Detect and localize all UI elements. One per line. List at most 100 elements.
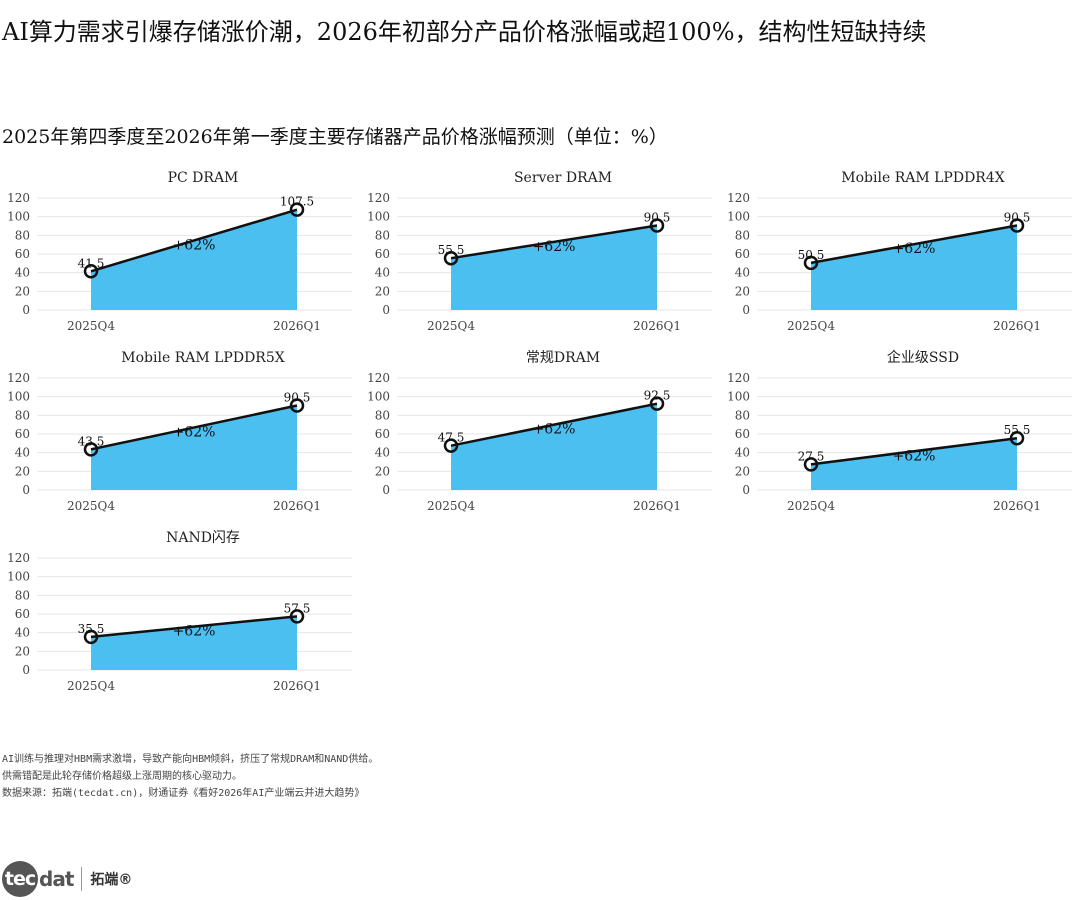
y-tick-label: 40 [15, 446, 30, 460]
y-tick-label: 120 [727, 371, 750, 385]
logo-cn-text: 拓端® [90, 872, 133, 888]
y-tick-label: 0 [382, 303, 390, 317]
y-tick-label: 80 [15, 228, 30, 242]
area-fill [811, 225, 1017, 310]
y-tick-label: 60 [735, 247, 750, 261]
y-tick-label: 80 [15, 408, 30, 422]
area-fill [91, 405, 297, 490]
chart-title: PC DRAM [168, 170, 239, 186]
page-title: AI算力需求引爆存储涨价潮，2026年初部分产品价格涨幅或超100%，结构性短缺… [2, 18, 927, 46]
y-tick-label: 120 [727, 191, 750, 205]
y-tick-label: 60 [735, 427, 750, 441]
chart-panel: 常规DRAM 0 20 40 60 80 100 120 47.5 92.5 +62% 2025Q4 2… [367, 350, 712, 513]
series-line [810, 224, 1018, 265]
x-tick-label: 2026Q1 [273, 319, 321, 333]
chart-panel: PC DRAM 0 20 40 60 80 100 120 41.5 107.5 +62% 2025Q… [7, 170, 352, 333]
y-tick-label: 40 [15, 266, 30, 280]
y-tick-label: 80 [375, 228, 390, 242]
x-tick-label: 2025Q4 [427, 499, 475, 513]
y-tick-label: 120 [367, 371, 390, 385]
y-tick-label: 20 [375, 464, 390, 478]
y-tick-label: 100 [727, 390, 750, 404]
y-tick-label: 20 [15, 644, 30, 658]
data-label: 107.5 [280, 195, 314, 209]
chart-panel: 企业级SSD 0 20 40 60 80 100 120 27.5 55.5 +62% 2025Q4 2… [727, 349, 1072, 513]
data-label: 90.5 [284, 391, 311, 405]
area-fill [91, 616, 297, 670]
footnote-line: 供需错配是此轮存储价格超级上涨周期的核心驱动力。 [2, 771, 242, 782]
area-fill [91, 209, 297, 310]
y-tick-label: 80 [375, 408, 390, 422]
chart-title: NAND闪存 [166, 530, 240, 546]
brand-logo: tec dat 拓端® [2, 861, 132, 897]
data-point [649, 396, 665, 411]
page-subtitle: 2025年第四季度至2026年第一季度主要存储器产品价格涨幅预测（单位：%） [2, 126, 668, 148]
data-label: 35.5 [78, 622, 105, 636]
data-point [803, 457, 819, 472]
y-tick-label: 20 [735, 464, 750, 478]
data-label: 27.5 [798, 449, 825, 463]
data-label: 57.5 [284, 601, 311, 615]
y-tick-label: 80 [735, 408, 750, 422]
y-tick-label: 40 [735, 446, 750, 460]
y-tick-label: 120 [7, 551, 30, 565]
x-tick-label: 2026Q1 [633, 319, 681, 333]
data-point [289, 398, 305, 413]
series-line [450, 224, 658, 260]
x-tick-label: 2026Q1 [633, 499, 681, 513]
y-tick-label: 120 [367, 191, 390, 205]
data-label: 50.5 [798, 248, 825, 262]
logo-text: dat [39, 867, 74, 891]
data-point [289, 202, 305, 217]
y-tick-label: 100 [367, 210, 390, 224]
y-tick-label: 0 [742, 483, 750, 497]
chart-panel: Mobile RAM LPDDR5X 0 20 40 60 80 100 120 43.5 90.… [7, 350, 352, 513]
chart-panel: Mobile RAM LPDDR4X 0 20 40 60 80 100 120 50.5 90.… [727, 170, 1072, 333]
change-annotation: +62% [893, 448, 936, 464]
y-tick-label: 60 [375, 247, 390, 261]
y-tick-label: 80 [735, 228, 750, 242]
logo-circle: tec [2, 861, 38, 897]
x-tick-label: 2026Q1 [993, 319, 1041, 333]
series-line [810, 436, 1018, 466]
change-annotation: +62% [173, 424, 216, 440]
x-tick-label: 2026Q1 [273, 679, 321, 693]
data-point [443, 438, 459, 453]
data-label: 55.5 [1004, 423, 1031, 437]
source-note: 数据来源：拓端(tecdat.cn)，财通证券《看好2026年AI产业端云并进大… [2, 788, 365, 799]
y-tick-label: 100 [727, 210, 750, 224]
y-tick-label: 20 [735, 284, 750, 298]
chart-title: Server DRAM [514, 170, 612, 186]
x-tick-label: 2025Q4 [427, 319, 475, 333]
chart-panel: Server DRAM 0 20 40 60 80 100 120 55.5 90.5 +62% 20… [367, 170, 712, 333]
footnote-line: AI训练与推理对HBM需求激增，导致产能向HBM倾斜，挤压了常规DRAM和NAN… [2, 754, 379, 765]
data-point [83, 442, 99, 457]
y-tick-label: 0 [382, 483, 390, 497]
y-tick-label: 20 [15, 464, 30, 478]
series-line [450, 402, 658, 447]
y-tick-label: 0 [22, 483, 30, 497]
y-tick-label: 0 [22, 303, 30, 317]
change-annotation: +62% [173, 624, 216, 640]
y-tick-label: 100 [7, 570, 30, 584]
series-line [90, 404, 298, 451]
x-tick-label: 2025Q4 [67, 319, 115, 333]
y-tick-label: 60 [15, 247, 30, 261]
data-label: 90.5 [644, 211, 671, 225]
data-point [1009, 430, 1025, 446]
y-tick-label: 100 [367, 390, 390, 404]
y-tick-label: 60 [375, 427, 390, 441]
data-label: 55.5 [438, 243, 465, 257]
y-tick-label: 40 [15, 626, 30, 640]
y-tick-label: 80 [15, 588, 30, 602]
change-annotation: +62% [173, 237, 216, 253]
data-label: 90.5 [1004, 211, 1031, 225]
data-label: 47.5 [438, 431, 465, 445]
y-tick-label: 60 [15, 427, 30, 441]
charts-grid: PC DRAM 0 20 40 60 80 100 120 41.5 107.5 +62% 2025Q… [7, 170, 1072, 693]
change-annotation: +62% [533, 239, 576, 255]
x-tick-label: 2025Q4 [67, 499, 115, 513]
change-annotation: +62% [893, 241, 936, 257]
data-point [649, 218, 665, 233]
data-point [289, 609, 305, 624]
